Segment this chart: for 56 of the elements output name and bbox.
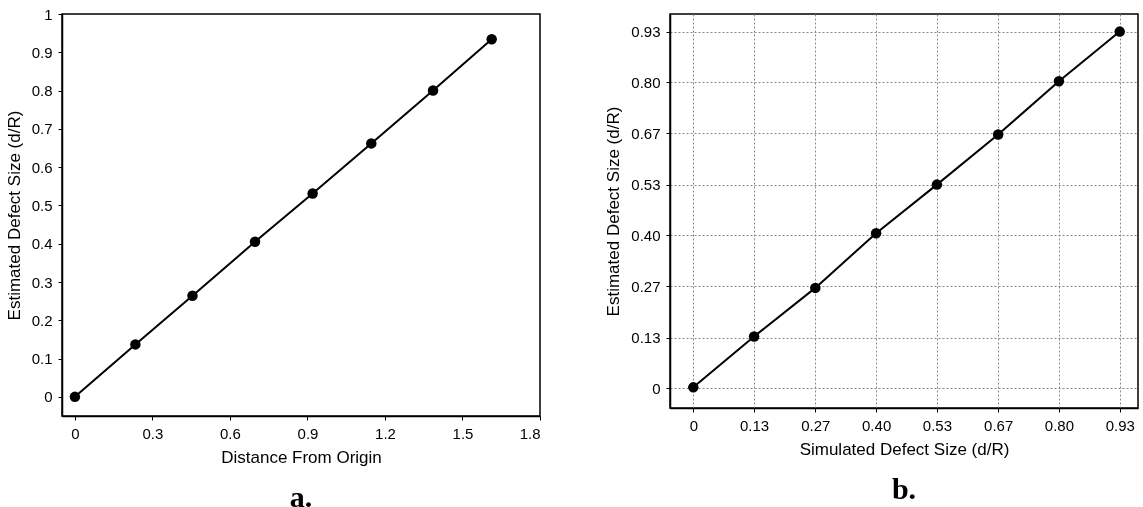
point	[1114, 26, 1125, 37]
text: b.	[891, 472, 917, 505]
point	[187, 290, 198, 302]
point	[1053, 76, 1065, 87]
y-tick-label: 0.27	[631, 277, 661, 295]
point	[748, 331, 760, 342]
point	[249, 236, 261, 248]
point	[427, 85, 439, 96]
x-tick-label: 0.53	[922, 416, 953, 434]
x-tick-label: 0.6	[220, 424, 241, 442]
y-tick-label: 0.9	[31, 43, 53, 61]
x-tick-label: 0.9	[297, 424, 319, 442]
x-tick-label: 0	[689, 416, 698, 434]
point	[130, 339, 141, 350]
y-tick-label: 0.67	[631, 124, 661, 142]
x-tick-label: 0.80	[1044, 416, 1075, 434]
point	[307, 188, 318, 199]
x-tick-label: 1.5	[452, 424, 474, 442]
y-tick-label: 0.93	[631, 23, 661, 41]
x-axis-title: Simulated Defect Size (d/R)	[799, 439, 1010, 459]
y-axis-title: Estimated Defect Size (d/R)	[604, 106, 624, 317]
y-tick-label: 0.80	[631, 73, 661, 91]
x-tick-label: 0.27	[801, 416, 831, 434]
point	[366, 138, 377, 149]
point	[486, 34, 497, 45]
x-tick-label: 0	[71, 424, 80, 442]
y-axis-title: Estimated Defect Size (d/R)	[4, 110, 24, 321]
y-tick-label: 0.8	[31, 82, 53, 100]
x-tick-label: 0.40	[862, 416, 892, 434]
y-tick-label: 0	[652, 379, 661, 397]
y-tick-label: 0	[44, 388, 53, 406]
point	[870, 227, 882, 239]
y-tick-label: 0.7	[31, 120, 53, 138]
y-tick-label: 0.40	[631, 226, 661, 244]
y-tick-label: 0.6	[31, 158, 53, 176]
text: a.	[289, 480, 313, 507]
x-tick-label: 0.13	[739, 416, 770, 434]
x-tick-label: 0.67	[984, 416, 1014, 434]
x-tick-label: 0.3	[142, 424, 164, 442]
x-tick-label: 1.2	[375, 424, 396, 442]
point	[992, 129, 1004, 140]
y-tick-label: 0.5	[31, 196, 53, 214]
y-tick-label: 0.4	[31, 235, 53, 253]
point	[810, 282, 821, 294]
y-tick-label: 0.3	[31, 273, 53, 291]
x-axis-title: Distance From Origin	[221, 447, 382, 467]
y-tick-label: 0.13	[631, 329, 661, 347]
y-tick-label: 1	[44, 5, 53, 23]
y-tick-label: 0.2	[31, 311, 53, 329]
point	[688, 382, 699, 393]
x-tick-label: 1.8	[519, 424, 541, 442]
point	[69, 391, 81, 403]
x-tick-label: 0.93	[1105, 416, 1135, 434]
y-tick-label: 0.53	[631, 176, 661, 194]
point	[931, 179, 943, 190]
y-tick-label: 0.1	[31, 350, 53, 368]
